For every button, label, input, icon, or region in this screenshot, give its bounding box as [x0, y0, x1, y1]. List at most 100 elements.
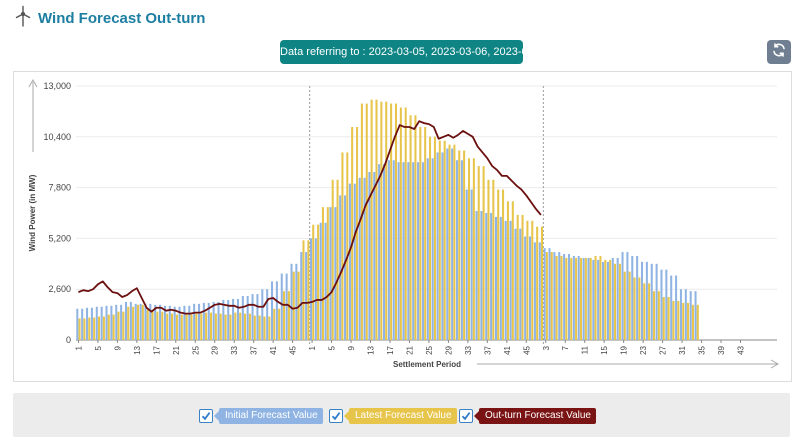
initial-forecast-bar [110, 305, 113, 340]
initial-forecast-bar [563, 254, 566, 340]
initial-forecast-bar [188, 305, 191, 340]
latest-forecast-bar [614, 263, 617, 340]
x-tick-label: 17 [152, 345, 161, 354]
latest-forecast-bar [604, 259, 607, 340]
latest-forecast-bar [360, 103, 363, 340]
latest-forecast-bar [404, 107, 407, 340]
latest-forecast-bar [575, 257, 578, 340]
x-tick-label: 35 [698, 345, 707, 354]
y-tick-label: 7,800 [48, 183, 71, 193]
latest-forecast-bar [623, 271, 626, 340]
latest-forecast-bar [346, 152, 349, 340]
refresh-icon [771, 42, 787, 63]
initial-forecast-bar [95, 306, 98, 340]
initial-forecast-bar [300, 252, 303, 340]
latest-forecast-bar [273, 308, 276, 340]
initial-forecast-bar [616, 257, 619, 340]
latest-forecast-bar [643, 283, 646, 340]
latest-forecast-bar [687, 302, 690, 340]
latest-forecast-bar [657, 291, 660, 340]
latest-forecast-bar [83, 318, 86, 340]
latest-forecast-bar [555, 255, 558, 340]
latest-forecast-bar [98, 316, 101, 340]
latest-forecast-bar [424, 127, 427, 340]
initial-forecast-bar [144, 303, 147, 340]
initial-forecast-bar [139, 303, 142, 340]
latest-forecast-bar [521, 214, 524, 340]
initial-forecast-bar [567, 254, 571, 340]
initial-forecast-bar [236, 298, 239, 340]
refresh-button[interactable] [767, 40, 791, 64]
initial-forecast-bar [124, 301, 128, 340]
initial-forecast-bar [232, 298, 235, 340]
initial-forecast-bar [368, 171, 371, 340]
initial-forecast-bar [417, 162, 420, 340]
initial-forecast-bar [529, 236, 532, 340]
latest-forecast-bar [511, 201, 514, 340]
legend-item-initial-forecast[interactable]: Initial Forecast Value [199, 407, 323, 425]
initial-forecast-bar [202, 302, 205, 340]
initial-forecast-bar [275, 281, 278, 340]
latest-forecast-bar [380, 101, 383, 340]
x-tick-label: 41 [269, 345, 278, 354]
legend-item-outturn-forecast[interactable]: Out-turn Forecast Value [459, 407, 596, 425]
x-tick-label: 43 [736, 345, 745, 354]
latest-forecast-bar [584, 257, 587, 340]
initial-forecast-bar [285, 273, 288, 340]
y-axis-title: Wind Power (in MW) [28, 174, 37, 251]
x-tick-label: 13 [367, 345, 376, 354]
latest-forecast-bar [599, 255, 602, 340]
latest-forecast-bar [662, 297, 665, 340]
latest-forecast-bar [195, 313, 198, 340]
latest-forecast-bar [302, 240, 305, 340]
x-tick-label: 13 [133, 345, 142, 354]
initial-forecast-bar [494, 216, 497, 340]
page-title: Wind Forecast Out-turn [38, 9, 206, 27]
initial-forecast-bar [329, 207, 332, 340]
legend-label-initial-forecast: Initial Forecast Value [214, 408, 323, 424]
initial-forecast-bar [173, 306, 176, 340]
latest-forecast-bar [244, 313, 247, 340]
initial-forecast-bar [197, 303, 201, 340]
initial-forecast-bar [290, 263, 293, 340]
initial-forecast-bar [168, 305, 171, 340]
latest-forecast-checkbox[interactable] [329, 409, 343, 423]
latest-forecast-bar [200, 313, 203, 340]
latest-forecast-bar [638, 277, 641, 340]
latest-forecast-bar [136, 304, 139, 340]
initial-forecast-bar [378, 164, 381, 340]
initial-forecast-bar [100, 306, 103, 340]
legend-item-latest-forecast[interactable]: Latest Forecast Value [329, 407, 457, 425]
latest-forecast-bar [263, 316, 266, 340]
initial-forecast-bar [256, 294, 259, 340]
latest-forecast-bar [531, 220, 534, 340]
latest-forecast-bar [88, 317, 91, 340]
latest-forecast-bar [307, 240, 310, 340]
latest-forecast-bar [166, 313, 169, 340]
latest-forecast-bar [399, 107, 402, 340]
latest-forecast-bar [419, 127, 422, 340]
latest-forecast-bar [487, 179, 490, 340]
initial-forecast-bar [431, 158, 434, 340]
latest-forecast-bar [171, 313, 174, 340]
latest-forecast-bar [248, 313, 251, 340]
latest-forecast-bar [506, 201, 509, 340]
outturn-forecast-checkbox[interactable] [459, 409, 473, 423]
latest-forecast-bar [565, 257, 568, 340]
latest-forecast-bar [570, 257, 573, 340]
latest-forecast-bar [127, 306, 130, 340]
x-tick-label: 3 [542, 345, 551, 350]
initial-forecast-bar [193, 303, 196, 340]
initial-forecast-bar [640, 261, 644, 340]
initial-forecast-checkbox[interactable] [199, 409, 213, 423]
latest-forecast-bar [672, 300, 675, 340]
initial-forecast-bar [597, 259, 600, 340]
initial-forecast-bar [621, 252, 624, 340]
initial-forecast-bar [261, 289, 264, 340]
initial-forecast-bar [266, 289, 269, 340]
x-axis-arrowhead [770, 359, 780, 369]
initial-forecast-bar [553, 252, 556, 340]
latest-forecast-bar [214, 313, 217, 340]
initial-forecast-bar [421, 162, 424, 340]
